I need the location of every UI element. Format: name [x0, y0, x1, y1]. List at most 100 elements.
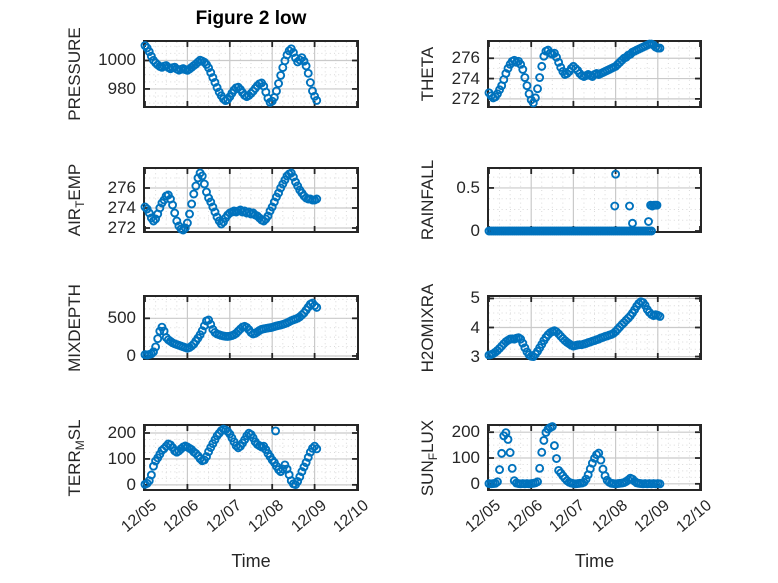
- data-point: [182, 218, 192, 228]
- data-point: [144, 47, 154, 57]
- y-tick-label: 0: [126, 474, 136, 494]
- y-tick-label: 274: [107, 198, 136, 217]
- y-tick-label: 5: [470, 288, 480, 308]
- data-point: [516, 59, 526, 69]
- y-tick-label: 200: [107, 423, 136, 442]
- data-point: [581, 474, 591, 484]
- data-point: [155, 203, 165, 213]
- ylabel-text: SUN: [418, 459, 437, 496]
- data-point: [210, 77, 220, 87]
- major-grid: [145, 426, 357, 489]
- data-point: [206, 197, 216, 207]
- minor-grid: [145, 297, 357, 358]
- data-point: [497, 448, 507, 458]
- data-point: [197, 171, 207, 181]
- data-point: [284, 46, 294, 56]
- x-tick-label: 12/09: [631, 497, 673, 536]
- y-tick-label: 3: [470, 346, 480, 366]
- y-tick-label: 276: [107, 178, 136, 197]
- data-point: [204, 63, 214, 73]
- data-point: [295, 55, 305, 65]
- data-point: [530, 93, 540, 103]
- x-tick-label: 12/07: [203, 497, 245, 536]
- plot-area-TERR_MSL: [140, 424, 358, 490]
- ylabel-subscript: F: [426, 452, 440, 460]
- data-point: [628, 218, 637, 228]
- subplot-H2OMIXRA: [484, 295, 702, 361]
- data-point: [170, 208, 180, 218]
- ylabel-text: LUX: [418, 419, 437, 453]
- major-grid: [489, 169, 700, 231]
- data-point: [503, 434, 513, 444]
- data-point: [202, 452, 211, 462]
- data-point: [144, 208, 154, 218]
- data-point: [168, 200, 178, 210]
- x-tick-label: 12/09: [287, 497, 330, 536]
- data-point: [552, 52, 561, 62]
- major-grid: [145, 169, 357, 231]
- data-point: [492, 477, 502, 487]
- y-tick-label: 500: [107, 308, 136, 328]
- data-point: [554, 57, 564, 67]
- figure-title: Figure 2 low: [195, 8, 307, 29]
- ylabel-subscript: T: [73, 200, 87, 208]
- data-point: [312, 96, 322, 105]
- data-series-MIXDEPTH: [140, 298, 322, 360]
- data-point: [204, 315, 214, 325]
- ylabel-text: EMP: [65, 163, 84, 201]
- data-point: [528, 98, 538, 108]
- data-point: [299, 462, 309, 472]
- data-point: [625, 201, 634, 211]
- data-point: [199, 57, 209, 67]
- x-tick-label: 12/07: [546, 497, 589, 536]
- data-point: [210, 207, 220, 217]
- data-point: [206, 68, 216, 78]
- minor-grid: [145, 169, 357, 231]
- data-series-H2OMIXRA: [484, 297, 665, 361]
- data-point: [233, 82, 243, 92]
- y-tick-label: 100: [107, 448, 136, 468]
- data-point: [600, 471, 610, 481]
- minor-grid: [145, 426, 357, 489]
- y-tick-label: 274: [451, 68, 480, 88]
- data-point: [197, 326, 207, 336]
- major-grid: [489, 297, 700, 358]
- data-point: [267, 202, 277, 212]
- data-point: [271, 86, 281, 96]
- data-point: [549, 441, 559, 451]
- data-series-PRESSURE: [140, 41, 322, 107]
- data-point: [146, 349, 156, 359]
- data-point: [520, 73, 530, 83]
- data-point: [509, 55, 519, 65]
- subplot-AIR_TEMP: [140, 167, 359, 235]
- data-point: [189, 189, 199, 199]
- subplot-THETA: [484, 39, 702, 108]
- data-point: [193, 173, 203, 183]
- data-series-TERR_MSL: [140, 424, 322, 490]
- x-tick-label: 12/08: [588, 497, 631, 536]
- y-tick-label: 4: [470, 317, 480, 337]
- plot-area-MIXDEPTH: [140, 297, 358, 360]
- plot-area-AIR_TEMP: [140, 168, 358, 235]
- y-tick-label: 0: [470, 221, 480, 240]
- data-point: [269, 197, 279, 207]
- data-point: [533, 477, 542, 487]
- data-point: [187, 199, 197, 209]
- plot-area-H2OMIXRA: [484, 297, 701, 361]
- data-point: [146, 470, 156, 480]
- data-point: [305, 78, 315, 87]
- data-point: [655, 312, 665, 321]
- x-tick-label: 12/05: [118, 497, 160, 536]
- x-tick-label: 12/10: [673, 497, 715, 536]
- data-point: [297, 310, 307, 320]
- data-point: [501, 69, 511, 78]
- x-tick-label: 12/10: [330, 497, 372, 536]
- ylabel-text: TERR: [65, 449, 84, 497]
- data-point: [185, 209, 194, 219]
- data-point: [153, 334, 163, 344]
- data-point: [276, 70, 286, 80]
- data-point: [547, 422, 557, 431]
- xlabel-time-left: Time: [231, 551, 271, 571]
- data-point: [312, 444, 322, 454]
- data-point: [274, 188, 284, 198]
